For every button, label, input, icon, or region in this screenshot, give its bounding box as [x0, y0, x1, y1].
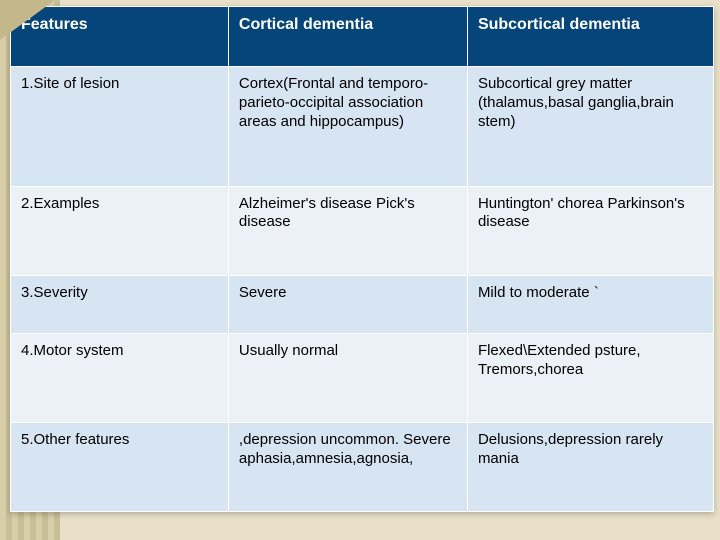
cell-subcortical: Delusions,depression rarely mania: [467, 422, 713, 511]
cell-cortical: Alzheimer's disease Pick's disease: [228, 186, 467, 275]
cell-feature: 2.Examples: [11, 186, 229, 275]
cell-subcortical: Huntington' chorea Parkinson's disease: [467, 186, 713, 275]
cell-feature: 3.Severity: [11, 275, 229, 333]
cell-subcortical: Flexed\Extended psture, Tremors,chorea: [467, 333, 713, 422]
col-header-subcortical: Subcortical dementia: [467, 7, 713, 67]
table-row: 5.Other features ,depression uncommon. S…: [11, 422, 714, 511]
table-header-row: Features Cortical dementia Subcortical d…: [11, 7, 714, 67]
col-header-cortical: Cortical dementia: [228, 7, 467, 67]
cell-cortical: Usually normal: [228, 333, 467, 422]
comparison-table: Features Cortical dementia Subcortical d…: [10, 6, 714, 512]
table-row: 3.Severity Severe Mild to moderate `: [11, 275, 714, 333]
cell-cortical: ,depression uncommon. Severe aphasia,amn…: [228, 422, 467, 511]
cell-subcortical: Mild to moderate `: [467, 275, 713, 333]
cell-cortical: Cortex(Frontal and temporo-parieto-occip…: [228, 67, 467, 187]
table-row: 2.Examples Alzheimer's disease Pick's di…: [11, 186, 714, 275]
cell-subcortical: Subcortical grey matter (thalamus,basal …: [467, 67, 713, 187]
cell-feature: 5.Other features: [11, 422, 229, 511]
cell-feature: 4.Motor system: [11, 333, 229, 422]
page-corner-fold: [0, 0, 55, 40]
table-row: 1.Site of lesion Cortex(Frontal and temp…: [11, 67, 714, 187]
table-row: 4.Motor system Usually normal Flexed\Ext…: [11, 333, 714, 422]
cell-feature: 1.Site of lesion: [11, 67, 229, 187]
cell-cortical: Severe: [228, 275, 467, 333]
comparison-table-container: Features Cortical dementia Subcortical d…: [10, 6, 714, 512]
